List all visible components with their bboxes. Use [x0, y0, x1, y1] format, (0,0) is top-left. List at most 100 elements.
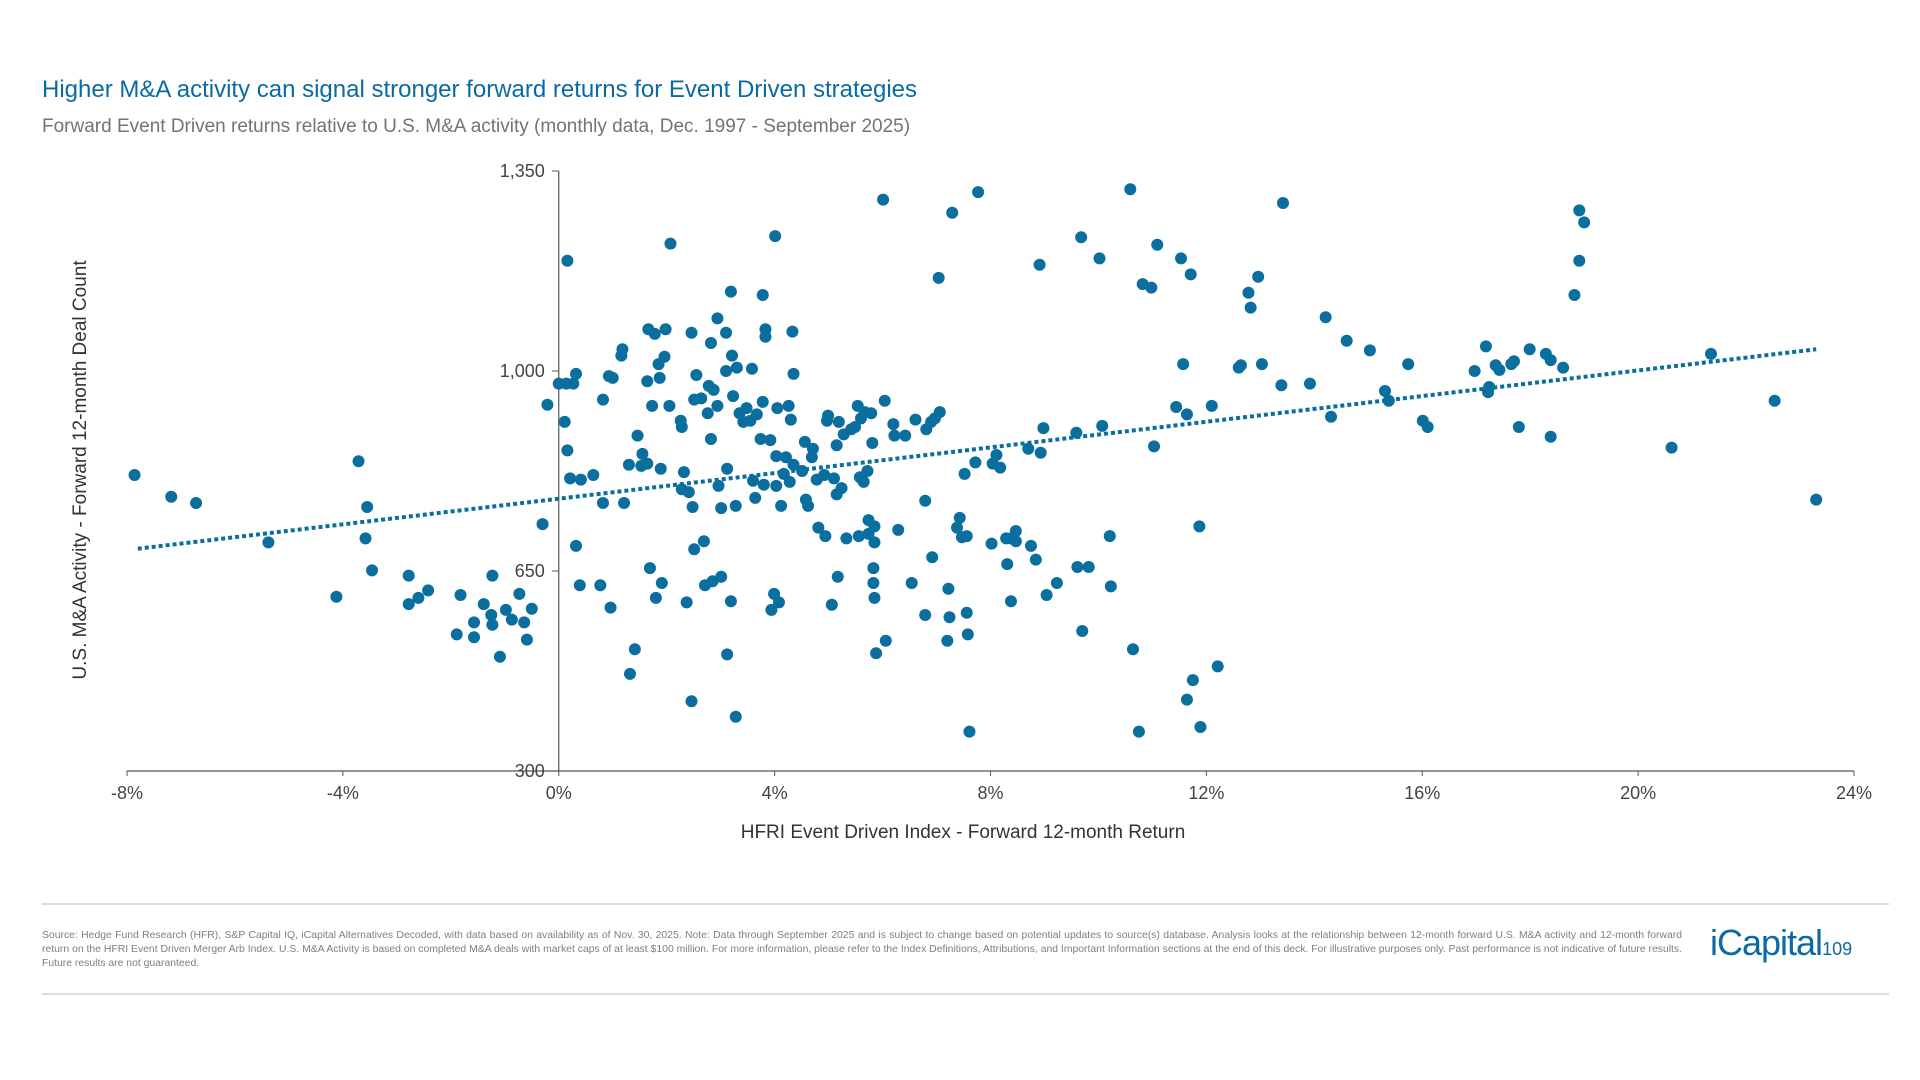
data-point	[835, 482, 848, 495]
data-point	[1037, 422, 1050, 435]
data-point	[849, 421, 862, 433]
data-point	[1033, 258, 1046, 271]
data-point	[759, 330, 772, 343]
x-tick-label: 8%	[977, 783, 1003, 803]
data-point	[412, 591, 425, 604]
data-point	[1194, 721, 1207, 733]
data-point	[1071, 561, 1084, 573]
data-point	[888, 429, 901, 442]
data-point	[926, 551, 939, 564]
data-point	[1104, 580, 1117, 593]
data-point	[541, 398, 554, 411]
data-point	[1005, 595, 1018, 608]
y-axis-title: U.S. M&A Activity - Forward 12-month Dea…	[70, 260, 91, 680]
data-point	[715, 570, 728, 583]
y-tick-label: 650	[515, 561, 545, 581]
data-point	[806, 442, 819, 455]
data-point	[1255, 358, 1268, 371]
data-point	[631, 429, 644, 442]
data-point	[649, 591, 662, 604]
data-point	[1009, 535, 1022, 548]
data-point	[1096, 419, 1109, 432]
data-point	[646, 399, 659, 412]
data-point	[877, 193, 890, 206]
data-point	[704, 433, 717, 445]
axes: -8% -4% 0% 4% 8% 12% 16% 20% 24% 300 650 1,000 1,350	[111, 161, 1872, 803]
data-point	[454, 589, 467, 601]
data-point	[969, 456, 982, 469]
data-point	[641, 375, 654, 388]
data-point	[1205, 399, 1218, 412]
data-point	[830, 439, 843, 452]
data-point	[1076, 625, 1089, 637]
data-point	[941, 634, 954, 647]
data-point	[1070, 426, 1083, 439]
data-point	[942, 582, 955, 595]
data-point	[628, 643, 641, 656]
data-point	[756, 289, 769, 301]
data-point	[561, 254, 574, 267]
data-point	[1421, 421, 1434, 433]
data-point	[1093, 252, 1106, 265]
data-point	[1082, 561, 1095, 573]
data-point	[932, 271, 945, 284]
data-point	[262, 536, 275, 549]
data-point	[729, 499, 742, 512]
x-tick-label: -8%	[111, 783, 143, 803]
data-point	[1379, 385, 1392, 397]
data-point	[765, 603, 778, 616]
data-point	[695, 392, 708, 405]
data-point	[1768, 394, 1781, 407]
data-point	[685, 326, 698, 339]
trendline	[137, 347, 1817, 551]
data-point	[618, 497, 631, 509]
data-point	[1151, 238, 1164, 251]
data-point	[720, 365, 733, 377]
data-point	[477, 598, 490, 611]
data-point	[757, 478, 770, 491]
data-point	[190, 497, 203, 509]
data-point	[865, 407, 878, 420]
data-point	[798, 435, 811, 448]
data-point	[958, 467, 971, 480]
data-point	[770, 450, 783, 463]
logo-text: iCapital	[1710, 922, 1823, 963]
data-point	[1277, 197, 1290, 209]
data-point	[468, 631, 481, 644]
data-point	[764, 434, 777, 447]
data-point	[704, 337, 717, 349]
y-tick-label: 1,000	[500, 361, 545, 381]
data-point	[919, 609, 932, 621]
data-point	[1184, 268, 1197, 281]
data-point	[128, 469, 141, 481]
footer-divider-top	[42, 903, 1889, 905]
data-point	[570, 539, 583, 552]
x-tick-label: 20%	[1620, 783, 1656, 803]
data-point	[899, 429, 912, 442]
data-point	[786, 325, 799, 338]
data-point	[1573, 204, 1586, 217]
data-point	[754, 433, 767, 445]
data-point	[1244, 301, 1257, 314]
data-point	[1075, 231, 1088, 244]
data-point	[720, 326, 733, 339]
data-point	[493, 650, 506, 663]
data-point	[822, 409, 835, 422]
data-point	[1303, 377, 1316, 390]
chart-title: Higher M&A activity can signal stronger …	[42, 76, 918, 103]
data-point	[1382, 394, 1395, 407]
data-point	[782, 399, 795, 412]
data-point	[1022, 442, 1035, 455]
data-point	[1024, 539, 1037, 552]
data-point	[485, 609, 498, 621]
data-point	[867, 562, 880, 575]
data-point	[552, 377, 565, 390]
data-point	[721, 648, 734, 661]
data-point	[636, 447, 649, 460]
data-point	[1340, 334, 1353, 347]
data-point	[857, 475, 870, 488]
data-point	[1050, 577, 1063, 589]
data-point	[1242, 286, 1255, 299]
data-point	[1034, 446, 1047, 459]
data-point	[561, 444, 574, 457]
